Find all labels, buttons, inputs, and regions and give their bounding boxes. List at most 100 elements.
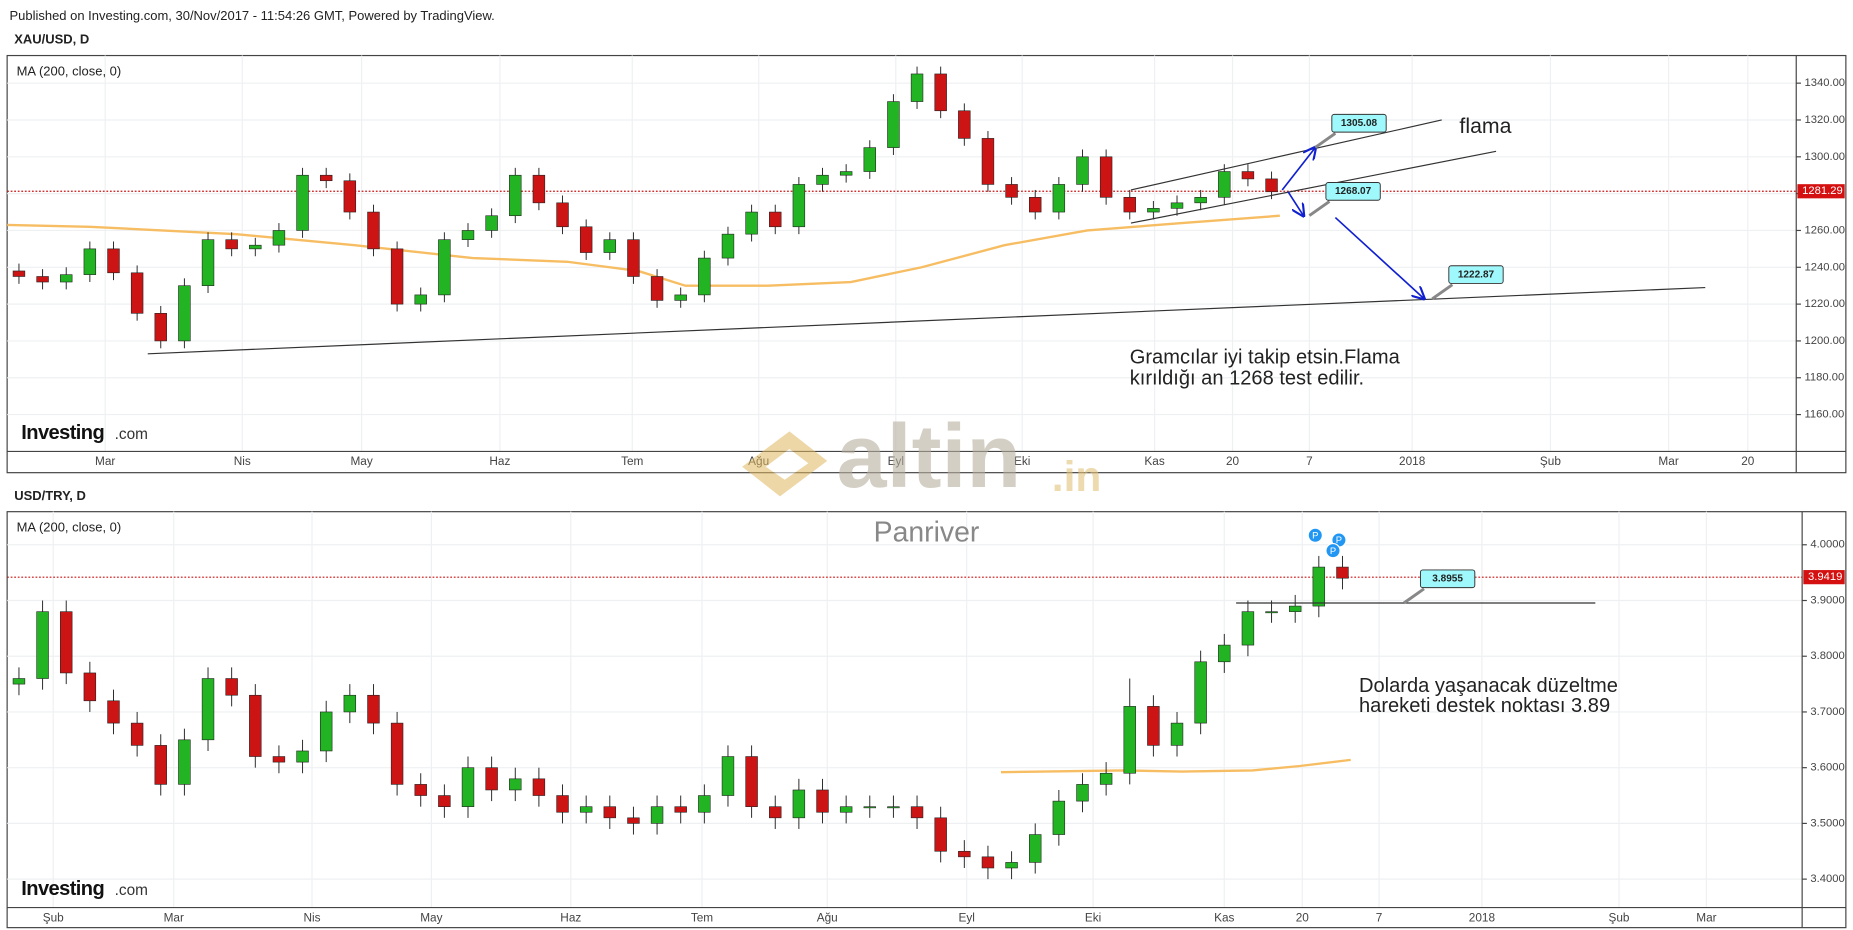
candle-body xyxy=(650,806,664,824)
note: Gramcılar iyi takip etsin.Flama xyxy=(1130,346,1401,368)
y-tick-label: 1240.00 xyxy=(1805,261,1846,273)
candle-body xyxy=(674,806,687,813)
x-tick-label: Nis xyxy=(303,910,320,924)
candle-body xyxy=(556,202,569,228)
candle-body xyxy=(958,110,971,139)
candle-body xyxy=(792,789,806,819)
candle-body xyxy=(1265,611,1278,614)
x-tick-label: 7 xyxy=(1376,910,1383,924)
candle-body xyxy=(1076,784,1089,802)
candle-body xyxy=(509,778,522,791)
indicator-label: MA (200, close, 0) xyxy=(17,64,122,79)
candle-body xyxy=(792,184,806,228)
candle-body xyxy=(12,270,26,277)
annotation: flama xyxy=(1459,114,1511,138)
chart-title: USD/TRY, D xyxy=(14,488,86,503)
candle-body xyxy=(36,611,49,679)
candle-body xyxy=(1218,644,1231,663)
candle-body xyxy=(1194,197,1207,204)
candle-body xyxy=(130,722,144,746)
moving-average xyxy=(1000,758,1351,774)
x-tick-label: Mar xyxy=(1658,454,1678,468)
callout-pointer xyxy=(1314,132,1337,149)
y-tick-label: 1300.00 xyxy=(1805,151,1846,163)
candle-body xyxy=(839,171,853,176)
y-tick-label: 3.9000 xyxy=(1810,594,1844,606)
candle-body xyxy=(201,239,215,286)
x-tick-label: 20 xyxy=(1741,454,1755,468)
candle-body xyxy=(1005,862,1018,869)
candle-body xyxy=(249,244,262,250)
candle-body xyxy=(721,233,735,259)
note: hareketi destek noktası 3.89 xyxy=(1359,695,1610,717)
y-tick-label: 1200.00 xyxy=(1805,335,1846,347)
candle-body xyxy=(532,778,546,796)
candle-body xyxy=(1288,605,1302,612)
trend-line xyxy=(1130,150,1497,224)
candle-body xyxy=(910,73,924,102)
logo-name: Investing xyxy=(21,422,104,444)
chart-frame xyxy=(6,511,1847,929)
candle-body xyxy=(698,257,711,296)
watermark-suffix: .in xyxy=(1052,453,1102,501)
candle-body xyxy=(83,672,97,702)
x-tick-label: Şub xyxy=(1608,910,1629,924)
candle-body xyxy=(201,678,215,741)
candle-body xyxy=(1123,197,1136,213)
candle-body xyxy=(343,694,357,713)
candle-body xyxy=(319,174,333,182)
candle-body xyxy=(981,138,995,185)
candle-body xyxy=(603,806,617,819)
candle-body xyxy=(579,806,593,813)
x-tick-label: Eyl xyxy=(958,910,974,924)
callout-label: 1222.87 xyxy=(1458,269,1495,280)
candle-body xyxy=(272,230,286,246)
candle-body xyxy=(721,756,735,796)
candle-body xyxy=(367,211,380,250)
candle-body xyxy=(769,211,782,228)
candle-body xyxy=(1265,178,1278,193)
candle-body xyxy=(296,174,309,231)
candle-body xyxy=(1170,202,1184,209)
candle-body xyxy=(1170,722,1184,746)
candle-body xyxy=(296,750,309,763)
candle-body xyxy=(60,274,73,283)
candle-body xyxy=(485,767,498,791)
candle-body xyxy=(532,174,546,204)
candle-body xyxy=(12,678,26,685)
y-tick-label: 1160.00 xyxy=(1805,409,1845,421)
candle-body xyxy=(485,215,498,231)
candle-body xyxy=(1123,706,1136,774)
candle-body xyxy=(249,694,262,757)
candle-body xyxy=(414,294,427,305)
candle-body xyxy=(627,239,640,277)
last-price-label: 1281.29 xyxy=(1802,185,1843,197)
candle-body xyxy=(1147,706,1160,746)
candle-body xyxy=(367,694,380,724)
x-tick-label: 2018 xyxy=(1399,454,1426,468)
callout-pointer xyxy=(1308,200,1331,217)
callout-box xyxy=(1419,569,1476,589)
x-tick-label: Mar xyxy=(164,910,184,924)
x-tick-label: Mar xyxy=(95,454,115,468)
x-tick-label: 20 xyxy=(1226,454,1240,468)
candle-body xyxy=(390,248,404,305)
chart-title: XAU/USD, D xyxy=(14,32,89,47)
x-tick-label: Haz xyxy=(489,454,510,468)
candle-body xyxy=(414,784,427,796)
candle-body xyxy=(816,174,829,185)
candle-body xyxy=(863,147,876,172)
candle-body xyxy=(1029,197,1042,213)
candle-body xyxy=(1099,156,1113,198)
arrow xyxy=(1281,148,1315,191)
candle-body xyxy=(816,789,829,813)
candle-body xyxy=(178,285,191,342)
event-marker xyxy=(1325,542,1341,559)
candle-body xyxy=(438,239,451,296)
candle-body xyxy=(839,806,853,813)
candle-body xyxy=(1241,611,1255,646)
x-tick-label: 20 xyxy=(1296,910,1310,924)
trend-line xyxy=(147,286,1706,355)
x-tick-label: Mar xyxy=(1696,910,1716,924)
